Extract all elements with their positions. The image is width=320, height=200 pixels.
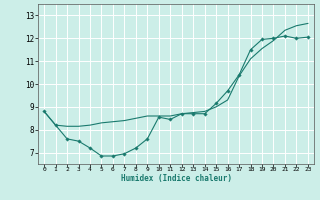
X-axis label: Humidex (Indice chaleur): Humidex (Indice chaleur): [121, 174, 231, 183]
